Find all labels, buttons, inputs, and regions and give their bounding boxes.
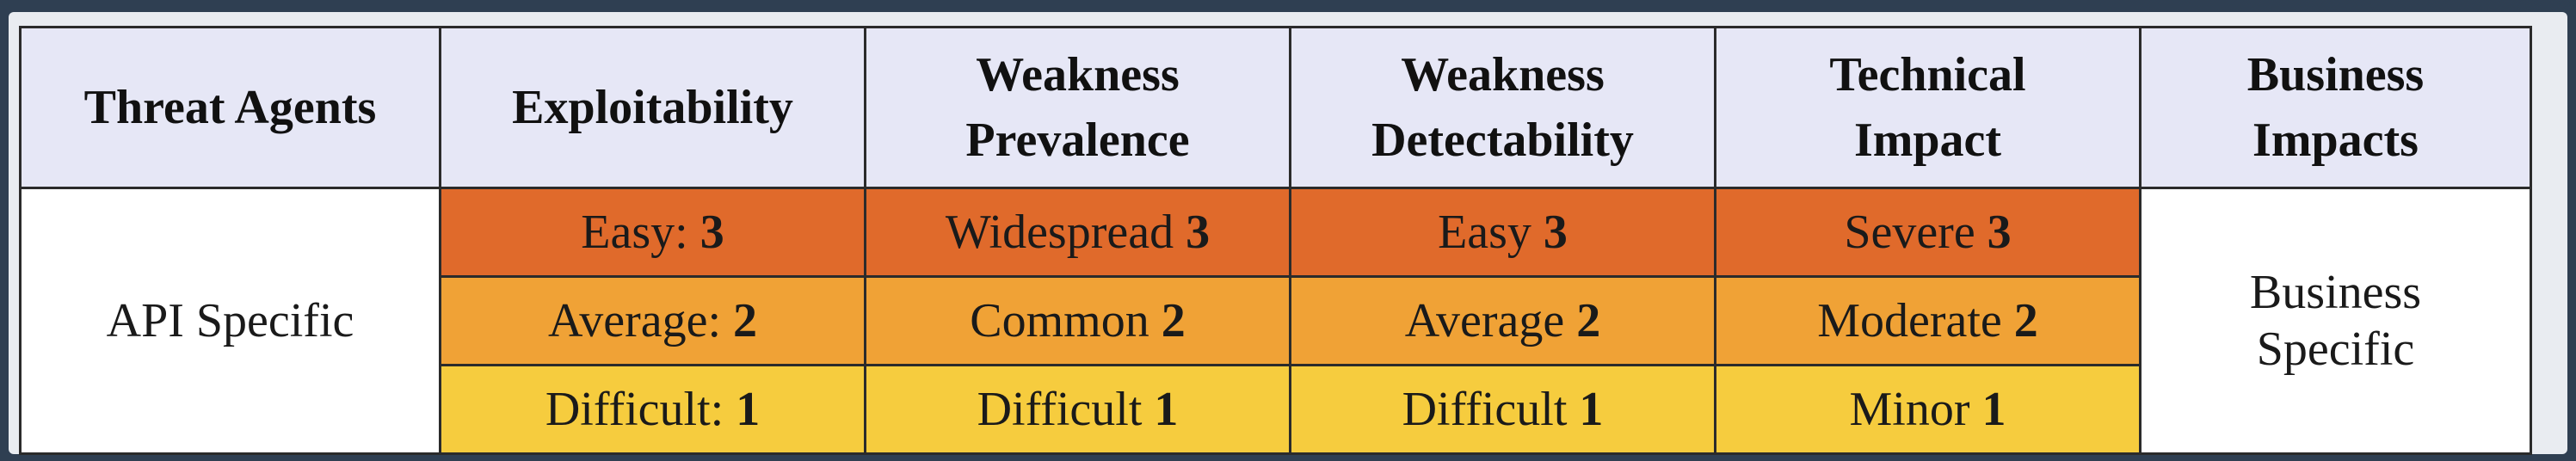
header-row: Threat Agents Exploitability Weakness Pre… (19, 26, 2532, 189)
cell-score: 3 (699, 206, 724, 259)
cell-label: Minor (1849, 383, 1982, 436)
exploitability-average-cell: Average: 2 (439, 275, 866, 366)
cell-score: 1 (1981, 383, 2006, 436)
table-frame: Threat Agents Exploitability Weakness Pre… (9, 12, 2567, 455)
cell-score: 2 (1161, 294, 1186, 347)
exploitability-difficult-cell: Difficult: 1 (439, 364, 866, 455)
cell-score: 2 (1576, 294, 1601, 347)
detectability-difficult-cell: Difficult 1 (1289, 364, 1716, 455)
cell-score: 1 (736, 383, 761, 436)
impact-moderate-cell: Moderate 2 (1714, 275, 2142, 366)
prevalence-difficult-cell: Difficult 1 (864, 364, 1291, 455)
cell-score: 3 (1186, 206, 1211, 259)
cell-score: 1 (1154, 383, 1179, 436)
cell-label: Difficult (1402, 383, 1580, 436)
prevalence-widespread-cell: Widespread 3 (864, 187, 1291, 278)
cell-score: 2 (733, 294, 758, 347)
business-impacts-cell: Business Specific (2139, 187, 2532, 455)
cell-label: Severe (1844, 206, 1987, 259)
header-technical-impact: Technical Impact (1714, 26, 2142, 189)
header-threat-agents: Threat Agents (19, 26, 441, 189)
cell-score: 1 (1579, 383, 1604, 436)
table-row: Difficult: 1 Difficult 1 Difficult 1 Min… (21, 364, 2531, 455)
detectability-average-cell: Average 2 (1289, 275, 1716, 366)
header-business-impacts: Business Impacts (2139, 26, 2532, 189)
header-weakness-detectability: Weakness Detectability (1289, 26, 1716, 189)
header-exploitability: Exploitability (439, 26, 866, 189)
exploitability-easy-cell: Easy: 3 (439, 187, 866, 278)
cell-score: 2 (2013, 294, 2038, 347)
cell-score: 3 (1543, 206, 1568, 259)
cell-label: Difficult (977, 383, 1155, 436)
cell-score: 3 (1987, 206, 2012, 259)
table-row: Average: 2 Common 2 Average 2 Moderate 2 (21, 275, 2531, 366)
impact-severe-cell: Severe 3 (1714, 187, 2142, 278)
prevalence-common-cell: Common 2 (864, 275, 1291, 366)
cell-label: Difficult: (545, 383, 736, 436)
table-row: API Specific Easy: 3 Widespread 3 Easy 3… (19, 187, 2532, 455)
cell-label: Widespread (945, 206, 1186, 259)
cell-label: Moderate (1817, 294, 2014, 347)
cell-label: Average (1404, 294, 1577, 347)
cell-label: Easy (1438, 206, 1544, 259)
header-weakness-prevalence: Weakness Prevalence (864, 26, 1291, 189)
impact-minor-cell: Minor 1 (1714, 364, 2142, 455)
cell-label: Common (970, 294, 1162, 347)
detectability-easy-cell: Easy 3 (1289, 187, 1716, 278)
cell-label: Average: (547, 294, 734, 347)
threat-agents-cell: API Specific (19, 187, 441, 455)
cell-label: Easy: (581, 206, 700, 259)
risk-rating-table: Threat Agents Exploitability Weakness Pre… (19, 26, 2532, 455)
